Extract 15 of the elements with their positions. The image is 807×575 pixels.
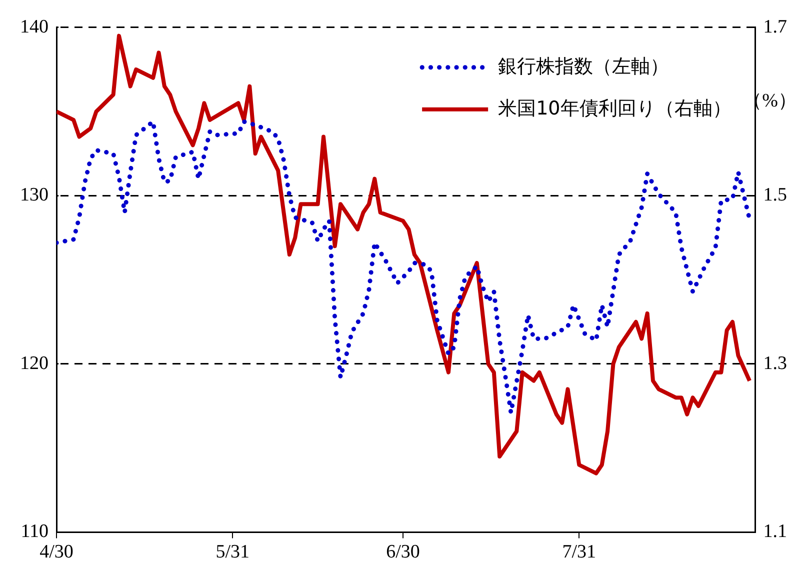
x-tick-label: 6/30 xyxy=(386,542,420,563)
y2-tick-label: 1.1 xyxy=(763,521,787,542)
y-tick-label: 130 xyxy=(20,184,48,206)
y-tick-label: 120 xyxy=(20,352,48,374)
x-tick-label: 5/31 xyxy=(216,542,250,563)
y2-tick-label: 1.3 xyxy=(763,352,787,374)
line-series xyxy=(56,119,752,415)
y-tick-label: 110 xyxy=(20,521,48,542)
x-tick-label: 4/30 xyxy=(40,542,74,563)
x-tick-label: 7/31 xyxy=(562,542,596,563)
y2-tick-label: 1.5 xyxy=(763,184,787,206)
legend-label: 銀行株指数（左軸） xyxy=(498,55,670,78)
y2-tick-label: 1.7 xyxy=(763,16,787,38)
y-tick-label: 140 xyxy=(20,16,48,38)
legend-label: 米国10年債利回り（右軸） xyxy=(498,97,732,120)
